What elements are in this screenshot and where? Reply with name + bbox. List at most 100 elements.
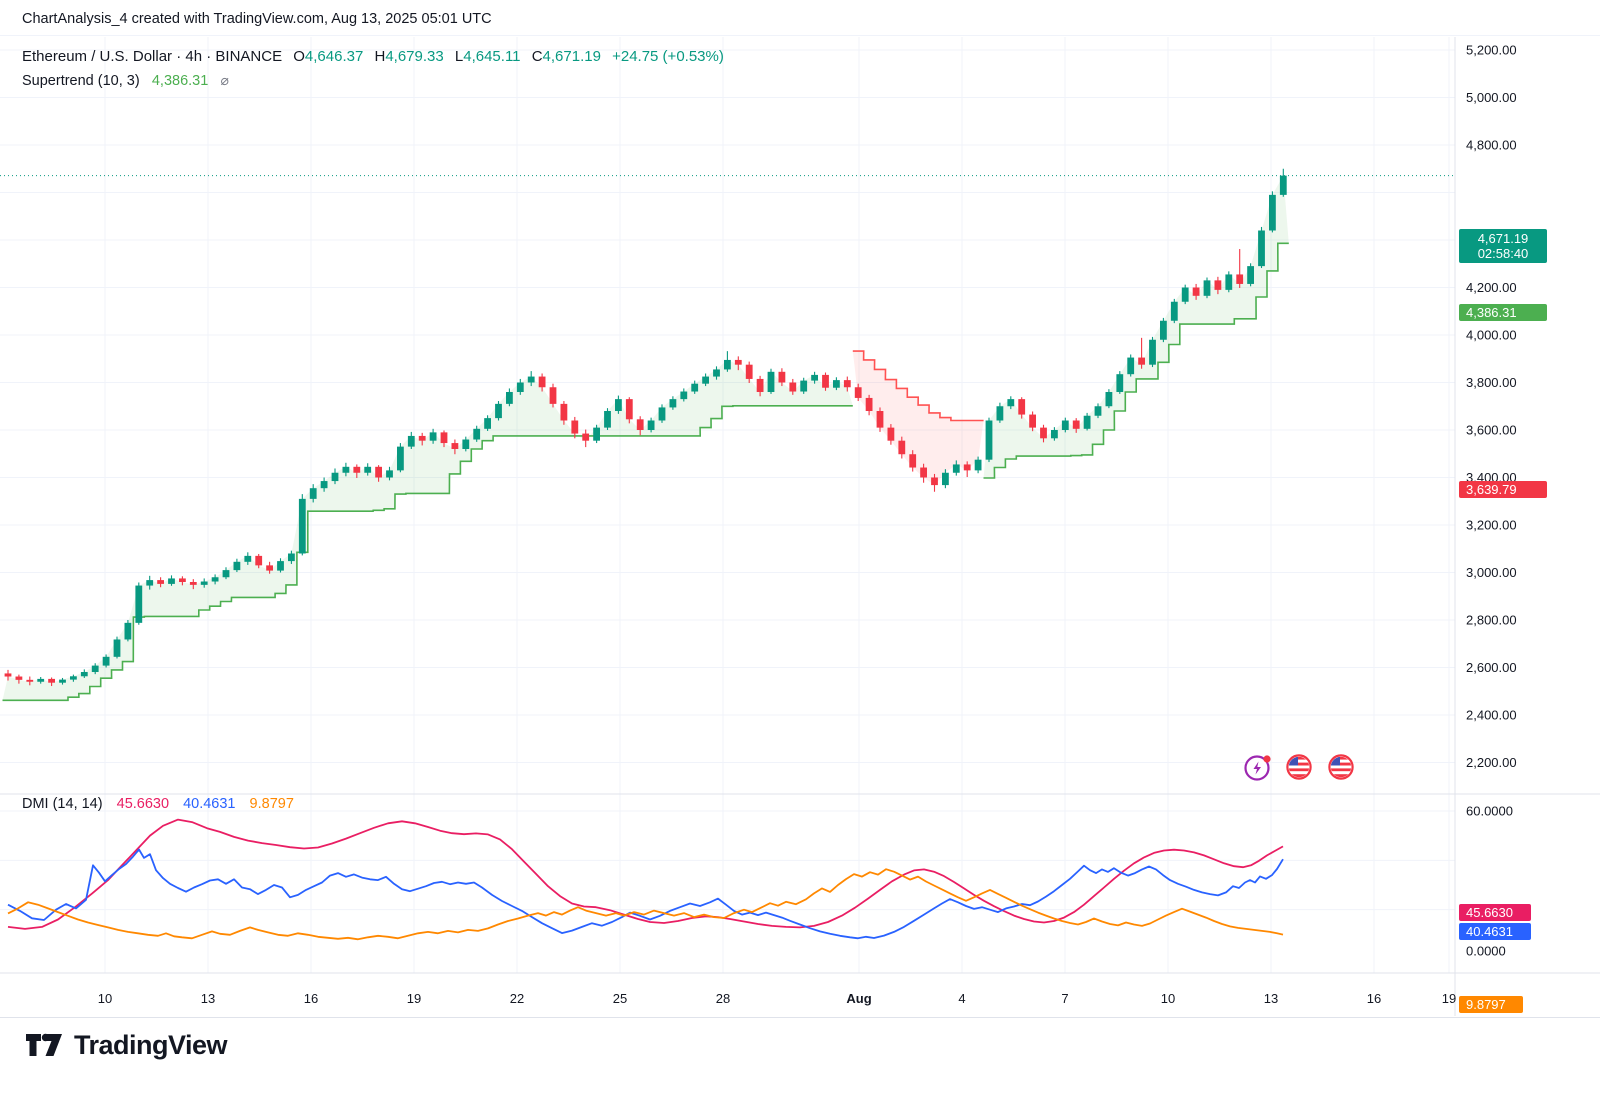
- candle-body: [822, 374, 829, 388]
- price-axis-tick[interactable]: 4,800.00: [1466, 138, 1517, 153]
- supertrend-price-badge: 4,386.31: [1459, 304, 1547, 321]
- hide-indicator-icon[interactable]: ⌀: [220, 72, 229, 88]
- candle-body: [320, 481, 328, 489]
- candle-body: [1269, 194, 1276, 231]
- price-axis-tick[interactable]: 3,800.00: [1466, 375, 1517, 390]
- candle-body: [963, 464, 971, 471]
- candle-body: [462, 439, 470, 449]
- price-axis-tick[interactable]: 5,200.00: [1466, 43, 1517, 58]
- time-axis-tick[interactable]: 10: [98, 991, 112, 1006]
- candle-body: [1116, 374, 1124, 392]
- candle-body: [222, 570, 230, 578]
- time-axis-tick[interactable]: 19: [1442, 991, 1456, 1006]
- candle-body: [680, 391, 688, 400]
- candle-body: [745, 364, 753, 379]
- candle-body: [440, 432, 448, 444]
- lightning-event-icon[interactable]: [1243, 752, 1273, 787]
- candle-body: [233, 561, 241, 571]
- candle-body: [1105, 392, 1113, 407]
- symbol-title[interactable]: Ethereum / U.S. Dollar · 4h · BINANCE: [22, 48, 283, 65]
- candle-body: [309, 488, 317, 499]
- candle-body: [778, 371, 786, 383]
- low-label: L: [454, 48, 464, 65]
- supertrend-value: 4,386.31: [151, 73, 209, 89]
- candle-body: [571, 420, 579, 434]
- candle-body: [887, 427, 895, 441]
- downtrend-price-badge: 3,639.79: [1459, 481, 1547, 498]
- price-axis-tick[interactable]: 2,200.00: [1466, 755, 1517, 770]
- us-flag-event-icon[interactable]: [1284, 752, 1314, 787]
- time-axis-tick[interactable]: 16: [304, 991, 318, 1006]
- supertrend-fill: [852, 351, 984, 486]
- price-axis-tick[interactable]: 3,000.00: [1466, 565, 1517, 580]
- candle-body: [255, 555, 263, 566]
- supertrend-line: [983, 242, 1289, 479]
- time-axis-tick[interactable]: 25: [613, 991, 627, 1006]
- candle-body: [1258, 230, 1265, 267]
- time-axis-tick[interactable]: Aug: [846, 991, 871, 1006]
- candle-body: [1225, 274, 1233, 290]
- price-axis-tick[interactable]: 2,600.00: [1466, 660, 1517, 675]
- candle-body: [854, 387, 862, 398]
- candle-body: [560, 403, 568, 421]
- chart-widget[interactable]: 5,200.00 5,000.00 4,800.00 4,200.00 4,000.00…: [0, 35, 1600, 1018]
- price-axis-tick[interactable]: 5,000.00: [1466, 90, 1517, 105]
- time-axis-tick[interactable]: 19: [407, 991, 421, 1006]
- candle-body: [179, 578, 186, 582]
- symbol-legend-row[interactable]: Ethereum / U.S. Dollar · 4h · BINANCE O4…: [22, 48, 724, 66]
- time-axis-tick[interactable]: 7: [1061, 991, 1068, 1006]
- candle-body: [898, 440, 906, 455]
- candle-body: [669, 399, 677, 408]
- candle-body: [942, 472, 949, 486]
- dmi-adx-value: 45.6630: [116, 796, 170, 812]
- price-axis-tick[interactable]: 4,200.00: [1466, 280, 1517, 295]
- supertrend-label[interactable]: Supertrend (10, 3): [22, 73, 140, 89]
- time-axis-tick[interactable]: 10: [1161, 991, 1175, 1006]
- candle-body: [1203, 280, 1211, 296]
- candle-body: [353, 466, 361, 473]
- supertrend-line: [2, 404, 853, 702]
- candle-body: [375, 466, 382, 478]
- candle-body: [298, 498, 306, 554]
- plusdi-value-badge: 40.4631: [1459, 923, 1531, 940]
- dmi-axis-tick[interactable]: 0.0000: [1466, 944, 1506, 959]
- candle-body: [1138, 357, 1145, 365]
- time-axis-tick[interactable]: 22: [510, 991, 524, 1006]
- candle-body: [1181, 287, 1189, 302]
- candle-body: [636, 419, 644, 430]
- dmi-legend-row[interactable]: DMI (14, 14) 45.6630 40.4631 9.8797: [22, 796, 294, 812]
- price-axis-tick[interactable]: 2,800.00: [1466, 613, 1517, 628]
- supertrend-legend-row[interactable]: Supertrend (10, 3) 4,386.31 ⌀: [22, 71, 724, 89]
- time-axis-tick[interactable]: 28: [716, 991, 730, 1006]
- candle-body: [37, 678, 45, 682]
- current-price-value: 4,671.19: [1477, 231, 1529, 246]
- candle-body: [113, 639, 121, 657]
- event-markers[interactable]: [1243, 752, 1363, 787]
- candle-body: [157, 580, 164, 584]
- price-axis-tick[interactable]: 2,400.00: [1466, 708, 1517, 723]
- time-axis-tick[interactable]: 13: [201, 991, 215, 1006]
- time-axis-tick[interactable]: 16: [1367, 991, 1381, 1006]
- candle-body: [124, 622, 132, 640]
- candle-body: [538, 376, 546, 388]
- chart-legend[interactable]: Ethereum / U.S. Dollar · 4h · BINANCE O 4…: [22, 48, 724, 94]
- time-axis-tick[interactable]: 4: [958, 991, 965, 1006]
- time-axis-tick[interactable]: 13: [1264, 991, 1278, 1006]
- us-flag-event-icon[interactable]: [1326, 752, 1356, 787]
- open-label: O: [293, 48, 305, 65]
- candle-body: [1061, 420, 1069, 430]
- price-axis-tick[interactable]: 4,000.00: [1466, 328, 1517, 343]
- candle-body: [767, 371, 775, 392]
- candle-body: [920, 467, 927, 478]
- tradingview-attribution[interactable]: TradingView: [24, 1025, 228, 1065]
- candle-body: [713, 369, 720, 377]
- candle-body: [789, 382, 797, 392]
- candle-body: [331, 472, 339, 482]
- candle-body: [288, 553, 295, 562]
- price-axis-tick[interactable]: 3,600.00: [1466, 423, 1517, 438]
- dmi-axis-tick[interactable]: 60.0000: [1466, 803, 1513, 818]
- chart-canvas[interactable]: 5,200.00 5,000.00 4,800.00 4,200.00 4,000.00…: [0, 36, 1600, 1017]
- dmi-label[interactable]: DMI (14, 14): [22, 796, 103, 812]
- price-axis-tick[interactable]: 3,200.00: [1466, 518, 1517, 533]
